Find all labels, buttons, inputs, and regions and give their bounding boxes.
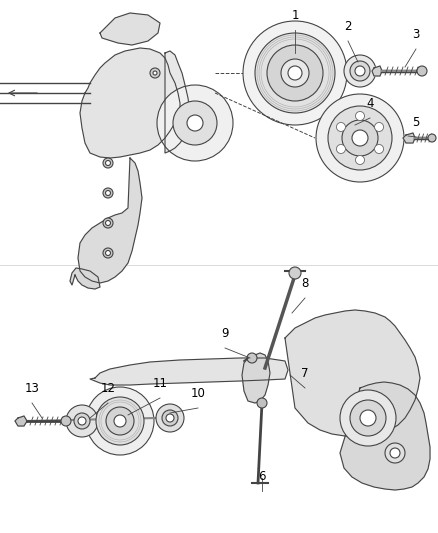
Circle shape (374, 144, 384, 154)
Circle shape (356, 111, 364, 120)
Text: 4: 4 (366, 97, 374, 110)
Circle shape (288, 66, 302, 80)
Circle shape (106, 190, 110, 196)
Circle shape (342, 120, 378, 156)
Polygon shape (80, 48, 180, 158)
Circle shape (428, 134, 436, 142)
Circle shape (106, 221, 110, 225)
Circle shape (247, 353, 257, 363)
Circle shape (328, 106, 392, 170)
Circle shape (255, 33, 335, 113)
Text: 9: 9 (221, 327, 229, 340)
Text: 8: 8 (301, 277, 309, 290)
Circle shape (173, 101, 217, 145)
Circle shape (78, 417, 86, 425)
Circle shape (267, 45, 323, 101)
Polygon shape (78, 158, 142, 283)
Polygon shape (70, 268, 100, 289)
Text: 2: 2 (344, 20, 352, 33)
Text: 10: 10 (191, 387, 205, 400)
Text: 1: 1 (291, 9, 299, 22)
Circle shape (360, 410, 376, 426)
Circle shape (281, 59, 309, 87)
Circle shape (257, 398, 267, 408)
Circle shape (336, 144, 346, 154)
Circle shape (74, 413, 90, 429)
Polygon shape (403, 133, 415, 143)
Circle shape (106, 407, 134, 435)
Circle shape (153, 71, 157, 75)
Text: 12: 12 (100, 382, 116, 395)
Circle shape (166, 414, 174, 422)
Circle shape (350, 61, 370, 81)
Polygon shape (340, 382, 430, 490)
Circle shape (355, 66, 365, 76)
Circle shape (103, 248, 113, 258)
Polygon shape (100, 13, 160, 45)
Text: 11: 11 (152, 377, 167, 390)
Circle shape (385, 443, 405, 463)
Text: 7: 7 (301, 367, 309, 380)
Circle shape (340, 390, 396, 446)
Circle shape (344, 55, 376, 87)
Circle shape (106, 160, 110, 166)
Circle shape (289, 267, 301, 279)
Circle shape (417, 66, 427, 76)
Circle shape (336, 123, 346, 132)
Circle shape (150, 68, 160, 78)
Circle shape (103, 158, 113, 168)
Polygon shape (242, 353, 270, 403)
Circle shape (156, 404, 184, 432)
Circle shape (103, 218, 113, 228)
Circle shape (157, 85, 233, 161)
Circle shape (243, 21, 347, 125)
Circle shape (106, 251, 110, 255)
Circle shape (356, 156, 364, 165)
Circle shape (103, 188, 113, 198)
Circle shape (390, 448, 400, 458)
Circle shape (66, 405, 98, 437)
Circle shape (316, 94, 404, 182)
Circle shape (187, 115, 203, 131)
Polygon shape (285, 310, 420, 437)
Circle shape (96, 397, 144, 445)
Polygon shape (15, 416, 27, 426)
Text: 3: 3 (412, 28, 420, 41)
Text: 5: 5 (412, 116, 420, 129)
Text: 6: 6 (258, 470, 266, 483)
Text: 13: 13 (25, 382, 39, 395)
Circle shape (350, 400, 386, 436)
Circle shape (61, 416, 71, 426)
Circle shape (86, 387, 154, 455)
Circle shape (374, 123, 384, 132)
Polygon shape (372, 66, 382, 76)
Circle shape (114, 415, 126, 427)
Circle shape (162, 410, 178, 426)
Polygon shape (165, 51, 190, 153)
Circle shape (352, 130, 368, 146)
Polygon shape (90, 358, 288, 385)
